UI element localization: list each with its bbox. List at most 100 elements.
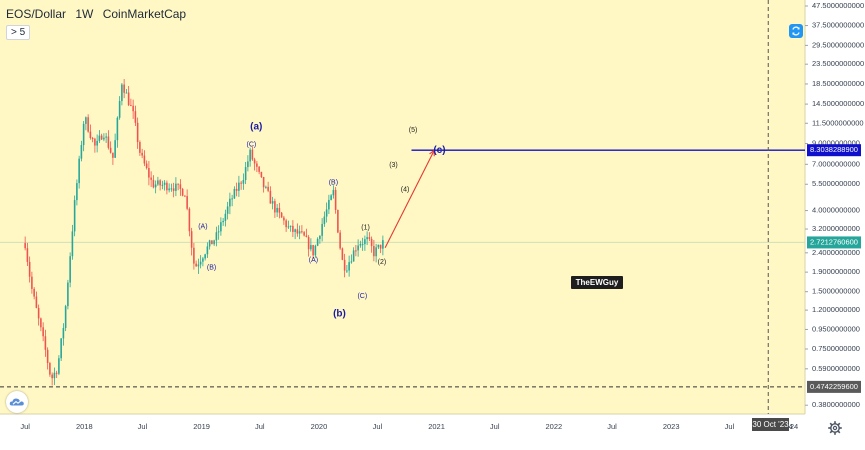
candle-body bbox=[71, 231, 74, 257]
candle-body bbox=[334, 189, 337, 210]
candle-body bbox=[242, 180, 245, 184]
settings-button[interactable] bbox=[826, 419, 844, 437]
wave-label[interactable]: (A) bbox=[198, 223, 207, 230]
symbol-name[interactable]: EOS/Dollar bbox=[6, 7, 67, 21]
wave-label[interactable]: (4) bbox=[401, 187, 410, 194]
candle-body bbox=[274, 201, 276, 213]
candle-body bbox=[132, 105, 134, 112]
sync-button[interactable] bbox=[789, 24, 803, 38]
candle-body bbox=[278, 207, 281, 213]
candle-body bbox=[143, 155, 146, 164]
candle-body bbox=[123, 84, 125, 93]
wave-label[interactable]: (C) bbox=[357, 293, 367, 300]
candle-body bbox=[231, 198, 233, 200]
x-axis-tick-label: Jul bbox=[138, 422, 148, 431]
candle-body bbox=[199, 261, 202, 265]
candle-body bbox=[195, 263, 197, 267]
cloud-button[interactable] bbox=[6, 391, 28, 413]
candle-body bbox=[118, 101, 121, 118]
candle-body bbox=[94, 138, 96, 146]
candle-body bbox=[197, 264, 200, 267]
y-axis-tick-label: 3.2000000000 bbox=[812, 224, 860, 233]
candle-body bbox=[287, 226, 290, 228]
candle-body bbox=[280, 212, 283, 218]
candle-body bbox=[172, 188, 175, 191]
price-tag-background bbox=[807, 144, 861, 157]
gear-icon bbox=[828, 421, 842, 435]
y-axis-tick-label: 4.0000000000 bbox=[812, 206, 860, 215]
candle-body bbox=[42, 327, 44, 337]
x-axis-tick-label: 2019 bbox=[193, 422, 210, 431]
candle-body bbox=[28, 261, 31, 277]
candle-body bbox=[361, 244, 364, 246]
wave-label[interactable]: (C) bbox=[247, 141, 257, 148]
candle-body bbox=[217, 231, 220, 233]
candle-body bbox=[130, 105, 132, 107]
candle-body bbox=[253, 159, 256, 164]
plot-area[interactable] bbox=[0, 0, 805, 414]
candle-body bbox=[350, 261, 353, 263]
candle-body bbox=[249, 149, 251, 162]
wave-label[interactable]: (A) bbox=[309, 257, 318, 264]
wave-label[interactable]: (a) bbox=[250, 122, 262, 133]
candle-body bbox=[323, 216, 326, 224]
y-axis-tick-label: 5.5000000000 bbox=[812, 179, 860, 188]
candle-body bbox=[24, 243, 26, 249]
x-axis-tick-label: 2021 bbox=[428, 422, 445, 431]
candle-body bbox=[91, 137, 94, 139]
candle-body bbox=[343, 259, 346, 271]
projection-arrow-line[interactable] bbox=[384, 149, 435, 249]
candle-body bbox=[339, 232, 341, 249]
candle-body bbox=[166, 182, 168, 191]
candle-body bbox=[368, 237, 371, 239]
y-axis-tick-label: 0.5900000000 bbox=[812, 364, 860, 373]
wave-label[interactable]: (3) bbox=[389, 162, 398, 169]
candle-body bbox=[204, 254, 206, 259]
candle-body bbox=[175, 183, 177, 191]
collapse-indicators-button[interactable]: > 5 bbox=[6, 25, 31, 40]
candle-body bbox=[206, 246, 209, 255]
wave-label[interactable]: (b) bbox=[333, 308, 346, 319]
candle-body bbox=[125, 92, 128, 94]
wave-label[interactable]: (2) bbox=[378, 259, 387, 266]
candle-body bbox=[127, 92, 130, 106]
candle-body bbox=[159, 180, 161, 186]
wave-label[interactable]: (5) bbox=[409, 127, 418, 134]
candle-body bbox=[222, 220, 224, 223]
candle-body bbox=[179, 184, 182, 189]
candle-body bbox=[58, 358, 60, 374]
price-tag[interactable]: 0.4742259600 bbox=[807, 380, 861, 393]
candle-body bbox=[271, 201, 274, 204]
sync-icon bbox=[792, 26, 800, 36]
y-axis-tick-label: 1.9000000000 bbox=[812, 267, 860, 276]
price-tag-background bbox=[807, 380, 861, 393]
x-axis-tick-label: 2022 bbox=[546, 422, 563, 431]
wave-label[interactable]: (1) bbox=[361, 225, 370, 232]
price-tag[interactable]: 2.7212760600 bbox=[807, 236, 861, 249]
candle-body bbox=[152, 179, 155, 188]
candle-body bbox=[157, 180, 159, 185]
candle-body bbox=[40, 318, 42, 328]
interval-label[interactable]: 1W bbox=[75, 7, 94, 21]
candle-body bbox=[105, 136, 107, 138]
x-axis-tick-label: Jul bbox=[607, 422, 617, 431]
candle-body bbox=[305, 235, 308, 238]
candle-body bbox=[211, 240, 213, 245]
wave-label[interactable]: (B) bbox=[329, 180, 338, 187]
price-tag[interactable]: 8.3038288900 bbox=[807, 144, 861, 157]
candle-body bbox=[357, 245, 359, 251]
candle-body bbox=[276, 207, 278, 213]
candle-body bbox=[44, 336, 47, 350]
wave-label[interactable]: (B) bbox=[207, 265, 216, 272]
candle-body bbox=[325, 209, 328, 217]
candle-body bbox=[330, 195, 332, 200]
y-axis-tick-label: 18.5000000000 bbox=[812, 79, 864, 88]
candle-body bbox=[262, 177, 265, 188]
candle-body bbox=[238, 182, 240, 191]
wave-label[interactable]: (c) bbox=[433, 145, 445, 156]
candle-body bbox=[359, 244, 362, 246]
candle-body bbox=[233, 188, 236, 199]
candle-body bbox=[260, 171, 263, 178]
candle-body bbox=[244, 167, 247, 181]
